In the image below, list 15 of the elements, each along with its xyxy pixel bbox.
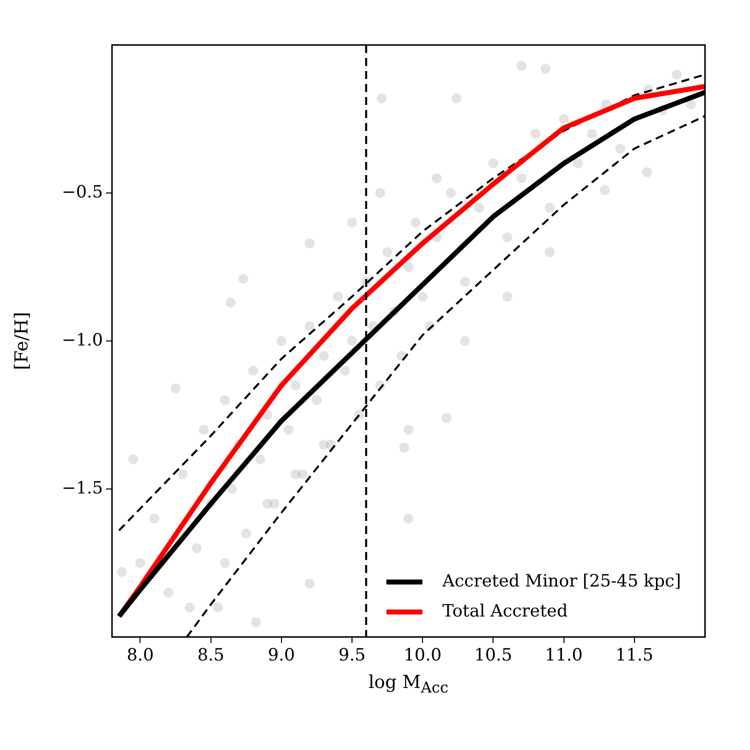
legend-label: Total Accreted bbox=[442, 601, 568, 622]
y-tick-label: −0.5 bbox=[62, 182, 103, 202]
x-tick-label: 10.5 bbox=[474, 646, 512, 666]
x-tick-label: 10.0 bbox=[404, 646, 442, 666]
y-axis-title: [Fe/H] bbox=[11, 312, 32, 370]
y-tick-label: −1.0 bbox=[62, 330, 103, 350]
x-tick-label: 8.0 bbox=[126, 646, 154, 666]
x-tick-label: 9.0 bbox=[268, 646, 295, 666]
x-tick-label: 9.5 bbox=[338, 646, 366, 666]
x-tick-label: 8.5 bbox=[197, 646, 224, 666]
x-tick-label: 11.0 bbox=[544, 646, 583, 666]
x-axis-title: log M$_{Acc}$ bbox=[368, 672, 450, 697]
legend-label: Accreted Minor [25-45 kpc] bbox=[441, 571, 681, 592]
x-tick-label: 11.5 bbox=[615, 646, 654, 666]
y-tick-label: −1.5 bbox=[62, 478, 103, 498]
